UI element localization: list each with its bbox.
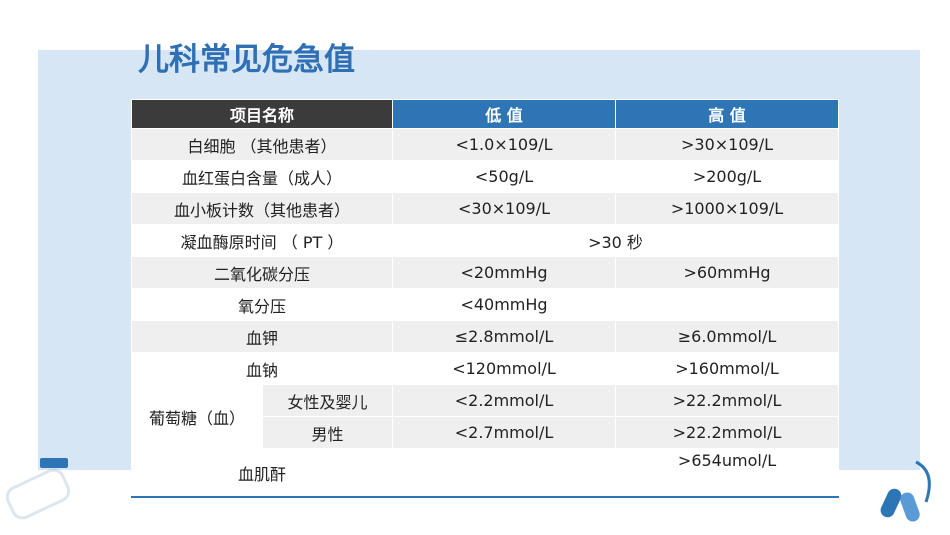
cell: 白细胞 （其他患者）: [130, 128, 394, 161]
cell: ≤2.8mmol/L: [392, 320, 617, 353]
cell: ≥6.0mmol/L: [615, 320, 840, 353]
row: 氧分压 <40mmHg: [130, 288, 840, 321]
cell: <2.7mmol/L: [392, 416, 617, 449]
cell: <1.0×109/L: [392, 128, 617, 161]
cell: 血钾: [130, 320, 394, 353]
row: 男性 <2.7mmol/L >22.2mmol/L: [132, 416, 840, 449]
row: 血钠 <120mmol/L >160mmol/L: [130, 352, 840, 385]
cell: 葡萄糖（血）: [131, 384, 263, 449]
cell: >22.2mmol/L: [615, 416, 840, 449]
cell: >30×109/L: [615, 128, 840, 161]
cell: 凝血酶原时间 （ PT ）: [130, 224, 394, 257]
cell: <2.2mmol/L: [392, 384, 617, 417]
row: 血钾 ≤2.8mmol/L ≥6.0mmol/L: [130, 320, 840, 353]
row: 血红蛋白含量（成人） <50g/L >200g/L: [130, 160, 840, 193]
cell: 女性及婴儿: [261, 384, 394, 417]
icon: [880, 460, 931, 522]
cell: <20mmHg: [392, 256, 617, 289]
cell: 血钠: [130, 352, 394, 385]
row: 二氧化碳分压 <20mmHg >60mmHg: [130, 256, 840, 289]
cell: 血肌酐: [130, 448, 394, 498]
cell: [392, 448, 617, 498]
cell: <50g/L: [392, 160, 617, 193]
cell: >30 秒: [392, 224, 840, 257]
cell: >60mmHg: [615, 256, 840, 289]
cell: [615, 288, 840, 321]
cell: >22.2mmol/L: [615, 384, 840, 417]
row: 白细胞 （其他患者） <1.0×109/L >30×109/L: [130, 128, 840, 161]
cell: >654umol/L: [615, 448, 840, 498]
row: 葡萄糖（血） 女性及婴儿 <2.2mmol/L >22.2mmol/L: [131, 384, 840, 449]
header-cell: 高 值: [615, 99, 840, 129]
cell: 二氧化碳分压: [130, 256, 394, 289]
cell: >1000×109/L: [615, 192, 840, 225]
cell: 氧分压: [130, 288, 394, 321]
icon: [5, 468, 71, 520]
cell: >160mmol/L: [615, 352, 840, 385]
cell: 血红蛋白含量（成人）: [130, 160, 394, 193]
cell: 血小板计数（其他患者）: [130, 192, 394, 225]
row: 血肌酐 >654umol/L: [130, 448, 840, 498]
cell: >200g/L: [615, 160, 840, 193]
row: 凝血酶原时间 （ PT ） >30 秒: [130, 224, 840, 257]
row: 血小板计数（其他患者） <30×109/L >1000×109/L: [130, 192, 840, 225]
cell: <120mmol/L: [392, 352, 617, 385]
cell: <30×109/L: [392, 192, 617, 225]
slide-title: 儿科常见危急值: [138, 42, 355, 78]
header-row: 项目名称低 值高 值: [130, 99, 840, 129]
header-cell: 项目名称: [130, 99, 394, 129]
cell: <40mmHg: [392, 288, 617, 321]
cell: 男性: [261, 416, 394, 449]
header-cell: 低 值: [392, 99, 617, 129]
critical-values-table: 项目名称低 值高 值 白细胞 （其他患者） <1.0×109/L >30×109/L…: [130, 99, 840, 498]
